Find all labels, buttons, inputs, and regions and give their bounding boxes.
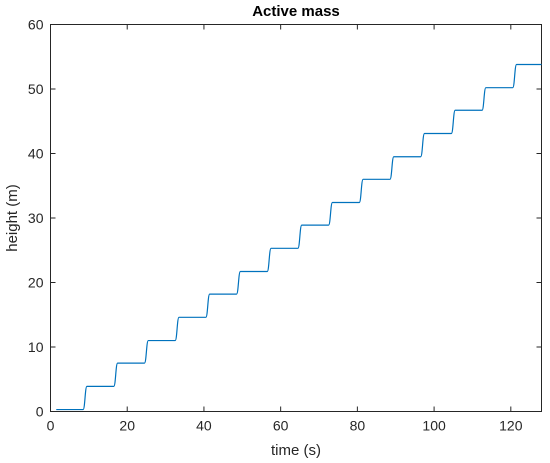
x-tick-label: 20 <box>119 418 135 434</box>
y-tick-label: 50 <box>28 81 44 97</box>
y-tick-label: 0 <box>36 404 44 420</box>
x-tick-label: 40 <box>196 418 212 434</box>
x-tick-label: 120 <box>499 418 523 434</box>
y-axis-label: height (m) <box>4 184 21 252</box>
y-axis-ticks: 0 10 20 30 40 50 60 <box>28 17 542 420</box>
y-tick-label: 60 <box>28 17 44 33</box>
x-tick-label: 60 <box>273 418 289 434</box>
series-layer <box>56 63 542 411</box>
x-axis-ticks: 0 20 40 60 80 100 120 <box>47 24 523 434</box>
x-axis-label: time (s) <box>271 442 321 459</box>
series-line <box>56 63 542 411</box>
y-tick-label: 10 <box>28 339 44 355</box>
x-tick-label: 100 <box>422 418 446 434</box>
x-tick-label: 80 <box>350 418 366 434</box>
y-tick-label: 40 <box>28 146 44 162</box>
chart-title: Active mass <box>252 3 340 20</box>
x-tick-label: 0 <box>47 418 55 434</box>
axes-box <box>50 24 542 412</box>
y-tick-label: 30 <box>28 210 44 226</box>
y-tick-label: 20 <box>28 275 44 291</box>
